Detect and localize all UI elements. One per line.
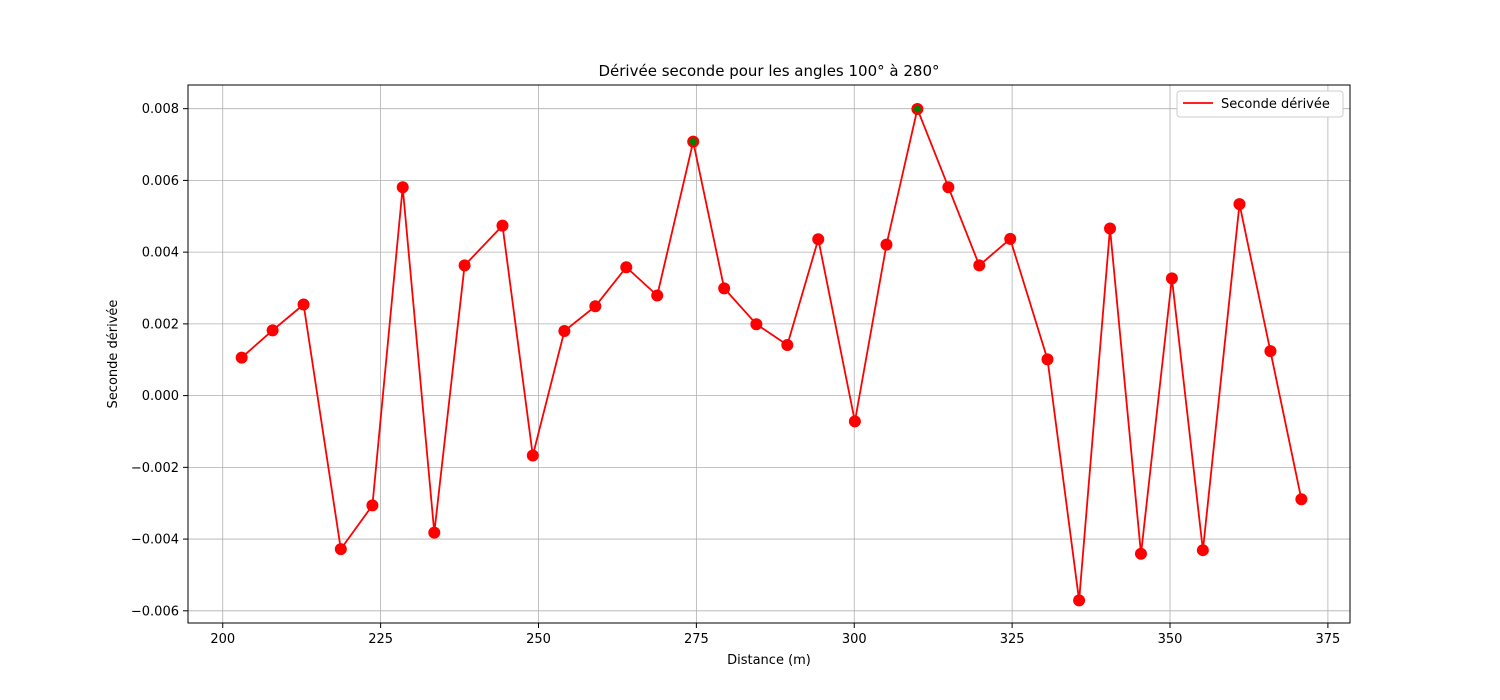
y-tick-label: −0.002: [131, 461, 179, 476]
data-point: [781, 339, 794, 352]
series-line: [241, 108, 1303, 602]
data-point: [334, 543, 347, 556]
data-point: [718, 282, 731, 295]
chart-title: Dérivée seconde pour les angles 100° à 2…: [598, 62, 939, 80]
series-layer: [235, 103, 1308, 607]
data-point: [235, 351, 248, 364]
legend-box: [1176, 90, 1344, 118]
data-point: [620, 261, 633, 274]
y-axis-label: Seconde dérivée: [106, 300, 121, 409]
data-point: [1134, 547, 1147, 560]
data-point: [1196, 544, 1209, 557]
x-tick-label: 325: [1000, 632, 1025, 647]
data-point: [848, 415, 861, 428]
data-point: [1165, 272, 1178, 285]
data-point: [973, 259, 986, 272]
data-point: [1233, 198, 1246, 211]
legend-label: Seconde dérivée: [1221, 97, 1330, 112]
grid: [188, 85, 1350, 623]
plot-area: [188, 85, 1350, 623]
x-axis: 200 225 250 275 300 325 350 375: [210, 623, 1340, 647]
data-point: [428, 526, 441, 539]
data-point: [1104, 222, 1117, 235]
x-tick-label: 375: [1315, 632, 1340, 647]
data-point: [942, 181, 955, 194]
x-tick-label: 350: [1158, 632, 1183, 647]
x-axis-label: Distance (m): [727, 653, 811, 668]
data-point: [812, 233, 825, 246]
data-point: [651, 289, 664, 302]
data-point: [496, 219, 509, 232]
x-tick-label: 300: [842, 632, 867, 647]
y-tick-label: −0.006: [131, 604, 179, 619]
data-point: [1295, 493, 1308, 506]
highlighted-point: [689, 138, 697, 146]
x-tick-label: 275: [684, 632, 709, 647]
x-tick-label: 250: [526, 632, 551, 647]
data-point: [266, 324, 279, 337]
data-point: [1041, 353, 1054, 366]
data-point: [297, 298, 310, 311]
y-tick-label: −0.004: [131, 533, 179, 548]
data-point: [880, 238, 893, 251]
data-point: [1004, 232, 1017, 245]
data-point: [750, 318, 763, 331]
data-point: [366, 499, 379, 512]
y-tick-label: 0.006: [142, 174, 179, 189]
x-tick-label: 200: [210, 632, 235, 647]
highlighted-point: [913, 105, 921, 113]
y-tick-label: 0.002: [142, 317, 179, 332]
data-point: [589, 300, 602, 313]
y-tick-label: 0.008: [142, 102, 179, 117]
data-point: [1073, 594, 1086, 607]
data-point: [458, 259, 471, 272]
data-point: [396, 181, 409, 194]
data-point: [526, 449, 539, 462]
y-tick-label: 0.004: [142, 246, 179, 261]
data-point: [558, 325, 571, 338]
plot-frame: [187, 84, 1351, 624]
y-axis: −0.006 −0.004 −0.002 0.000 0.002 0.004 0.006 0.…: [131, 102, 188, 619]
data-point: [1264, 345, 1277, 358]
x-tick-label: 225: [368, 632, 393, 647]
legend: Seconde dérivée: [1176, 90, 1344, 118]
y-tick-label: 0.000: [142, 389, 179, 404]
